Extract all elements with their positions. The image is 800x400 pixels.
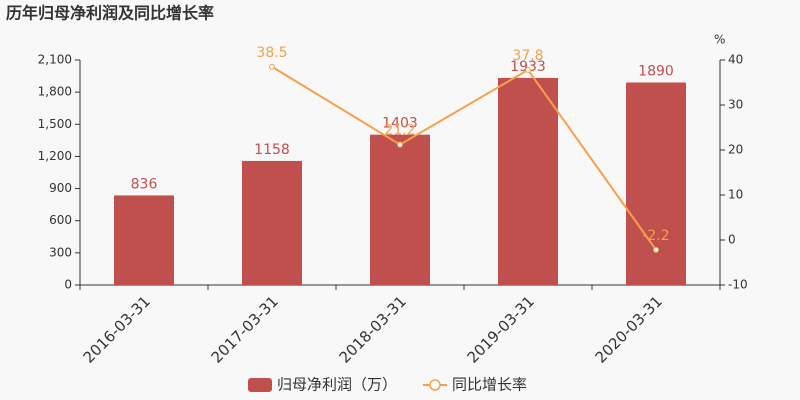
y2-tick-label: 30 [728,98,743,112]
y-tick-label: 300 [49,245,72,259]
bar-value-label: 1933 [510,59,546,75]
line-point [525,66,531,73]
bar [626,82,686,285]
line-value-label: 21.2 [384,123,415,139]
line-point [653,246,659,253]
y-tick-label: 0 [64,278,72,292]
y2-tick-label: 20 [728,143,743,157]
legend-label[interactable]: 同比增长率 [452,376,527,394]
legend-label[interactable]: 归母净利润（万） [277,376,397,394]
y2-tick-label: 10 [728,188,743,202]
y2-tick-label: 40 [728,53,743,67]
line-value-label: 38.5 [256,45,287,61]
y-tick-label: 1,200 [38,149,72,163]
bar-value-label: 1890 [638,64,674,80]
legend-swatch[interactable] [248,378,272,392]
bar-value-label: 1158 [254,142,290,158]
bar [498,77,558,286]
bar [114,195,174,285]
line-point [397,141,403,148]
y2-axis-unit: % [714,33,725,47]
line [271,65,657,251]
y2-tick-label: -10 [728,278,748,292]
line-value-label: -2.2 [642,228,669,244]
chart-title: 历年归母净利润及同比增长率 [6,4,214,23]
bar-value-label: 836 [131,176,158,192]
line-value-label: 37.8 [512,48,543,64]
legend-swatch-point[interactable] [429,379,441,391]
bar [370,134,430,285]
y-tick-label: 900 [49,181,72,195]
y2-tick-label: 0 [728,233,736,247]
y-tick-label: 600 [49,213,72,227]
y-tick-label: 1,800 [38,85,72,99]
y-tick-label: 1,500 [38,117,72,131]
y-tick-label: 2,100 [38,53,72,67]
bar [242,160,302,285]
line-point [269,63,275,70]
bar-value-label: 1403 [382,116,418,132]
